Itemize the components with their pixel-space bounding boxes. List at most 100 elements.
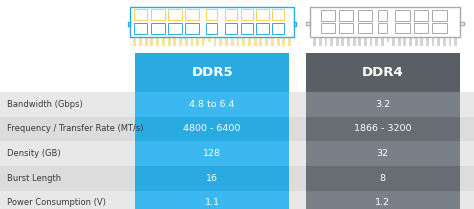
Bar	[283, 38, 285, 46]
Bar	[254, 38, 256, 46]
Bar	[384, 42, 392, 46]
Bar	[151, 9, 164, 20]
Bar	[135, 191, 289, 209]
Text: DDR5: DDR5	[191, 66, 233, 79]
Text: 1866 - 3200: 1866 - 3200	[354, 124, 411, 134]
Bar	[426, 38, 429, 46]
Bar	[386, 38, 389, 46]
Bar	[313, 38, 316, 46]
Bar	[135, 53, 289, 92]
Bar	[191, 38, 193, 46]
Bar	[128, 22, 130, 26]
Bar	[294, 22, 296, 26]
Bar	[168, 38, 171, 46]
Bar	[156, 38, 159, 46]
Bar	[378, 23, 387, 33]
Bar	[206, 9, 217, 20]
Bar	[202, 38, 205, 46]
Bar	[288, 38, 291, 46]
Bar	[237, 38, 239, 46]
Bar	[392, 38, 395, 46]
Text: 8: 8	[380, 174, 386, 183]
Bar	[358, 38, 361, 46]
Text: 32: 32	[377, 149, 389, 158]
Bar	[225, 23, 237, 34]
Text: Density (GB): Density (GB)	[7, 149, 61, 158]
Bar	[370, 38, 373, 46]
Bar	[173, 38, 176, 46]
Bar	[432, 23, 447, 33]
Text: 3.2: 3.2	[375, 100, 390, 109]
Bar	[185, 38, 188, 46]
Bar	[341, 38, 344, 46]
Bar	[320, 10, 335, 20]
Bar	[319, 38, 322, 46]
Bar	[454, 38, 457, 46]
Bar	[241, 9, 253, 20]
Bar	[135, 166, 289, 191]
Bar	[208, 38, 210, 46]
Bar	[414, 23, 428, 33]
Bar	[0, 141, 474, 166]
Bar	[437, 38, 440, 46]
Bar	[277, 38, 280, 46]
Bar	[460, 22, 464, 25]
Bar	[306, 191, 460, 209]
Bar	[0, 92, 474, 117]
Bar	[206, 23, 217, 34]
Bar	[168, 23, 182, 34]
Text: 4.8 to 6.4: 4.8 to 6.4	[190, 100, 235, 109]
Bar	[135, 117, 289, 141]
Bar	[185, 23, 199, 34]
Bar	[432, 10, 447, 20]
Bar	[0, 166, 474, 191]
Bar	[225, 38, 228, 46]
Bar	[265, 38, 268, 46]
Bar	[151, 23, 164, 34]
Bar	[241, 23, 253, 34]
Bar	[130, 7, 294, 37]
Bar	[272, 9, 284, 20]
Bar	[135, 141, 289, 166]
Bar	[306, 92, 460, 117]
Bar	[381, 38, 384, 46]
Bar	[448, 38, 451, 46]
Text: DDR4: DDR4	[362, 66, 404, 79]
Bar	[432, 38, 435, 46]
Bar	[145, 38, 147, 46]
Bar	[133, 38, 136, 46]
Text: 1.2: 1.2	[375, 198, 390, 208]
Bar	[347, 38, 350, 46]
Bar	[162, 38, 165, 46]
Bar	[185, 9, 199, 20]
Bar	[219, 38, 222, 46]
Bar	[150, 38, 153, 46]
Bar	[378, 10, 387, 20]
Text: 4800 - 6400: 4800 - 6400	[183, 124, 241, 134]
Bar	[135, 92, 289, 117]
Bar	[443, 38, 446, 46]
Bar	[325, 38, 328, 46]
Bar	[272, 23, 284, 34]
Bar	[306, 166, 460, 191]
Bar	[409, 38, 412, 46]
Text: Power Consumption (V): Power Consumption (V)	[7, 198, 106, 208]
Bar	[306, 117, 460, 141]
Bar	[339, 10, 354, 20]
Bar	[364, 38, 367, 46]
Text: Frequency / Transfer Rate (MT/s): Frequency / Transfer Rate (MT/s)	[7, 124, 144, 134]
Bar	[306, 53, 460, 92]
Bar	[398, 38, 401, 46]
Bar	[225, 9, 237, 20]
Bar	[395, 23, 410, 33]
Text: Bandwidth (Gbps): Bandwidth (Gbps)	[7, 100, 83, 109]
Bar	[259, 38, 262, 46]
Bar	[330, 38, 333, 46]
Bar	[353, 38, 356, 46]
Bar	[0, 117, 474, 141]
Bar	[395, 10, 410, 20]
Bar	[375, 38, 378, 46]
Bar	[256, 23, 269, 34]
Bar	[306, 22, 310, 25]
Bar	[168, 9, 182, 20]
